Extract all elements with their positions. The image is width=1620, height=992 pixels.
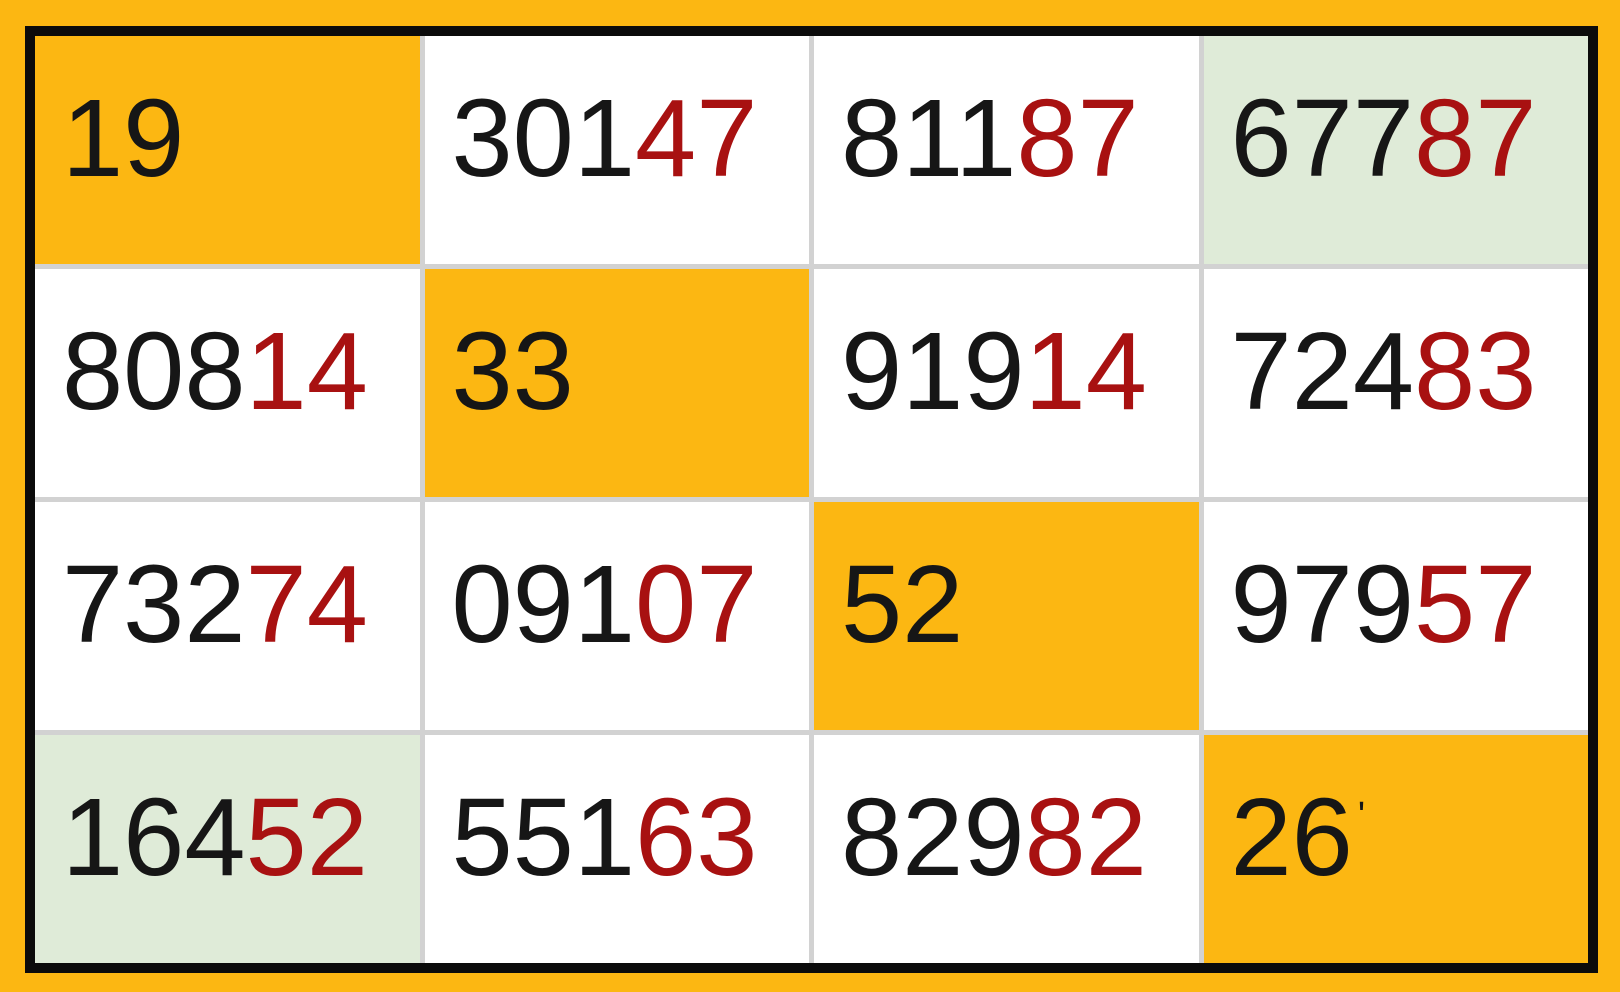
number-segment-red: 57 [1414, 543, 1537, 666]
number-segment-red: 07 [635, 543, 758, 666]
grid-cell-r1c1: 19 [35, 36, 420, 264]
number-segment-black: 919 [841, 310, 1025, 433]
number-grid-board: 19 301 47 811 87 677 87 808 14 33 919 14 724 83 732 74 0… [25, 26, 1598, 973]
grid-cell-r2c1: 808 14 [35, 269, 420, 497]
number-segment-black: 52 [841, 543, 964, 666]
number-segment-black: 551 [451, 776, 636, 899]
number-segment-black: 811 [841, 77, 1017, 200]
number-segment-black: 33 [451, 310, 574, 433]
grid-cell-r2c3: 919 14 [814, 269, 1199, 497]
grid-cell-r4c2: 551 63 [424, 735, 809, 963]
number-segment-black: 091 [451, 543, 636, 666]
grid-cell-r4c3: 829 82 [814, 735, 1199, 963]
number-segment-red: 83 [1414, 310, 1537, 433]
grid-cell-r3c3: 52 [814, 502, 1199, 730]
number-segment-black: 26 [1230, 776, 1353, 899]
number-segment-black: 732 [62, 543, 246, 666]
grid-cell-r3c2: 091 07 [424, 502, 809, 730]
number-segment-red: 82 [1024, 776, 1147, 899]
number-segment-red: 47 [635, 77, 758, 200]
grid-cell-r2c4: 724 83 [1203, 269, 1588, 497]
grid-cell-r1c2: 301 47 [424, 36, 809, 264]
number-segment-black: 808 [62, 310, 246, 433]
grid-cell-r2c2: 33 [424, 269, 809, 497]
grid-cell-r3c4: 979 57 [1203, 502, 1588, 730]
number-segment-black: 829 [841, 776, 1025, 899]
grid-cell-r4c4: 26 ' [1203, 735, 1588, 963]
grid-cell-r4c1: 164 52 [35, 735, 420, 963]
number-segment-red: 87 [1016, 77, 1139, 200]
number-segment-red: 14 [245, 310, 368, 433]
number-segment-red: 14 [1024, 310, 1147, 433]
number-segment-black: 19 [62, 77, 185, 200]
number-segment-black: 164 [62, 776, 246, 899]
grid-cell-r3c1: 732 74 [35, 502, 420, 730]
number-segment-black: 301 [451, 77, 636, 200]
grid-cell-r1c3: 811 87 [814, 36, 1199, 264]
number-segment-black: 724 [1230, 310, 1415, 433]
number-segment-red: 63 [635, 776, 758, 899]
tick-mark: ' [1357, 795, 1366, 837]
number-segment-red: 52 [245, 776, 368, 899]
number-segment-red: 74 [245, 543, 368, 666]
number-segment-red: 87 [1414, 77, 1537, 200]
grid-cell-r1c4: 677 87 [1203, 36, 1588, 264]
number-grid: 19 301 47 811 87 677 87 808 14 33 919 14 724 83 732 74 0… [35, 36, 1588, 963]
number-segment-black: 979 [1230, 543, 1415, 666]
number-segment-black: 677 [1230, 77, 1415, 200]
